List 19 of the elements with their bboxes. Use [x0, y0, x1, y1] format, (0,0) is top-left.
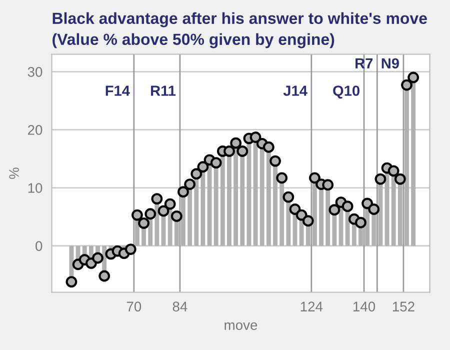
ref-line-label: R7 — [356, 58, 373, 68]
chart-title: Black advantage after his answer to white's move — [52, 12, 427, 28]
ref-line-label: F14 — [106, 86, 130, 96]
y-tick-label: 10 — [28, 183, 42, 193]
x-tick-label: 152 — [392, 302, 414, 312]
x-tick-label: 140 — [353, 302, 376, 312]
x-axis-title: move — [224, 322, 258, 330]
x-tick-label: 84 — [172, 302, 188, 312]
ref-line-label: Q10 — [333, 86, 360, 99]
chart-subtitle: (Value % above 50% given by engine) — [52, 33, 334, 48]
y-axis-title: % — [9, 168, 19, 179]
ref-line-label: J14 — [283, 86, 308, 96]
y-tick-label: 20 — [28, 125, 42, 135]
x-tick-label: 70 — [126, 302, 142, 312]
x-tick-label: 124 — [300, 302, 323, 312]
y-tick-label: 0 — [36, 241, 42, 251]
ref-line-label: N9 — [382, 58, 399, 69]
ref-line-label: R11 — [151, 86, 176, 96]
y-tick-label: 30 — [28, 67, 42, 77]
